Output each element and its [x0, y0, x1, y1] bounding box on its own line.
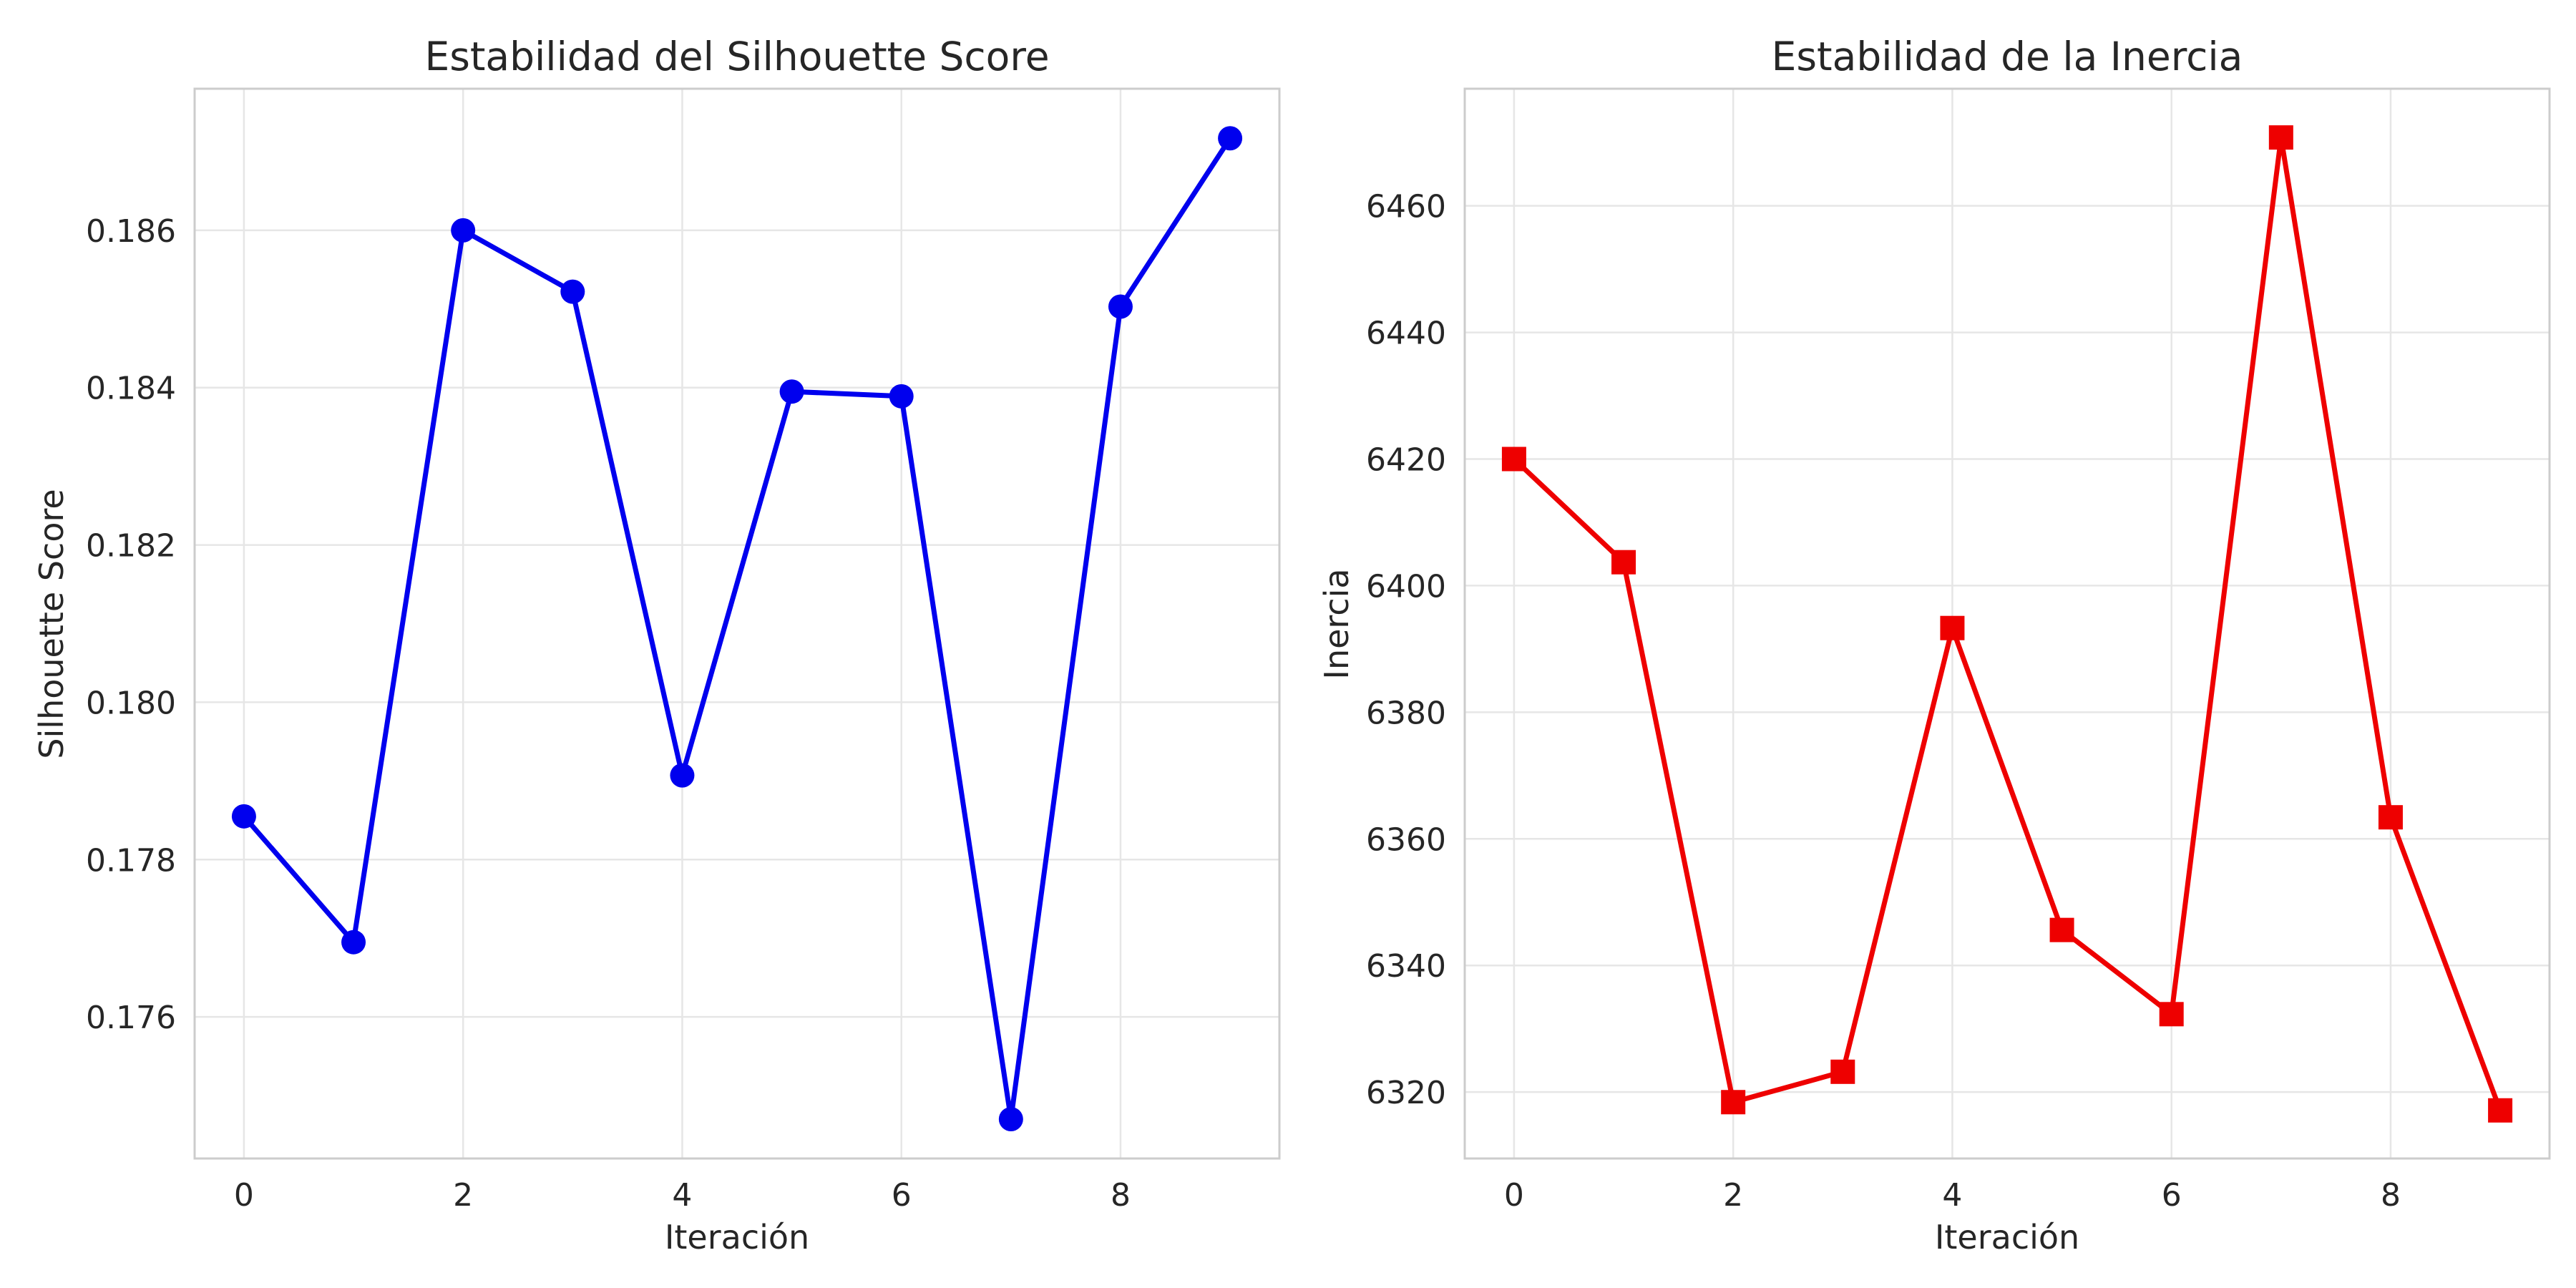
y-tick-label: 6460: [1366, 189, 1446, 225]
x-tick-label: 4: [1942, 1177, 1962, 1214]
x-ticks: 0 2 4 6 8: [234, 1177, 1131, 1214]
y-axis-label: Silhouette Score: [32, 489, 71, 758]
chart-inercia: 6320 6340 6360 6380 6400 6420 6440 6460 0 2 4 6 8 E…: [1317, 34, 2551, 1257]
y-tick-label: 6360: [1366, 821, 1446, 858]
data-point: [2049, 917, 2074, 942]
x-tick-label: 4: [672, 1177, 692, 1214]
data-point: [2488, 1098, 2513, 1123]
series-line: [1512, 135, 2503, 1112]
x-tick-label: 8: [1111, 1177, 1131, 1214]
y-tick-label: 0.178: [86, 842, 176, 879]
data-point: [2378, 805, 2403, 830]
x-tick-label: 8: [2381, 1177, 2401, 1214]
x-tick-label: 6: [892, 1177, 912, 1214]
data-point: [2159, 1002, 2184, 1027]
data-point: [231, 804, 256, 829]
data-point: [889, 384, 914, 409]
plot-frame: [193, 87, 1281, 1160]
x-tick-label: 2: [1723, 1177, 1743, 1214]
data-point: [1721, 1090, 1746, 1115]
y-tick-label: 0.182: [86, 528, 176, 565]
x-axis-label: Iteración: [1935, 1218, 2079, 1257]
data-point: [1830, 1059, 1855, 1084]
y-tick-label: 6420: [1366, 442, 1446, 479]
series: [231, 126, 1243, 1132]
chart-title: Estabilidad del Silhouette Score: [424, 34, 1049, 79]
y-ticks: 6320 6340 6360 6380 6400 6420 6440 6460: [1366, 189, 1446, 1111]
y-tick-label: 0.186: [86, 213, 176, 250]
data-point: [560, 279, 585, 304]
x-axis-label: Iteración: [665, 1218, 809, 1257]
x-tick-label: 0: [1504, 1177, 1524, 1214]
data-point: [1611, 550, 1636, 575]
y-tick-label: 0.180: [86, 685, 176, 721]
x-tick-label: 6: [2162, 1177, 2182, 1214]
grid: [195, 89, 1279, 1158]
y-tick-label: 6380: [1366, 695, 1446, 731]
data-point: [2268, 125, 2293, 150]
x-tick-label: 0: [234, 1177, 254, 1214]
plot-frame: [1463, 87, 2551, 1160]
y-ticks: 0.176 0.178 0.180 0.182 0.184 0.186: [86, 213, 176, 1036]
data-point: [1940, 615, 1965, 640]
series-line: [242, 137, 1233, 1122]
data-point: [779, 379, 804, 404]
x-ticks: 0 2 4 6 8: [1504, 1177, 2401, 1214]
y-tick-label: 0.176: [86, 1000, 176, 1036]
y-tick-label: 6400: [1366, 568, 1446, 605]
data-point: [341, 930, 366, 955]
x-tick-label: 2: [453, 1177, 473, 1214]
y-tick-label: 6440: [1366, 316, 1446, 352]
chart-title: Estabilidad de la Inercia: [1772, 34, 2243, 79]
y-tick-label: 0.184: [86, 371, 176, 407]
data-point: [1218, 126, 1243, 151]
y-axis-label: Inercia: [1317, 568, 1356, 679]
data-point: [1501, 447, 1526, 472]
data-point: [670, 763, 695, 788]
y-tick-label: 6320: [1366, 1075, 1446, 1111]
data-point: [451, 218, 476, 243]
chart-silhouette: 0.176 0.178 0.180 0.182 0.184 0.186 0 2 4 6 8 Est…: [32, 34, 1281, 1257]
y-tick-label: 6340: [1366, 948, 1446, 985]
data-point: [998, 1107, 1023, 1132]
series: [1501, 125, 2513, 1123]
grid: [1465, 89, 2550, 1158]
data-point: [1108, 294, 1133, 319]
